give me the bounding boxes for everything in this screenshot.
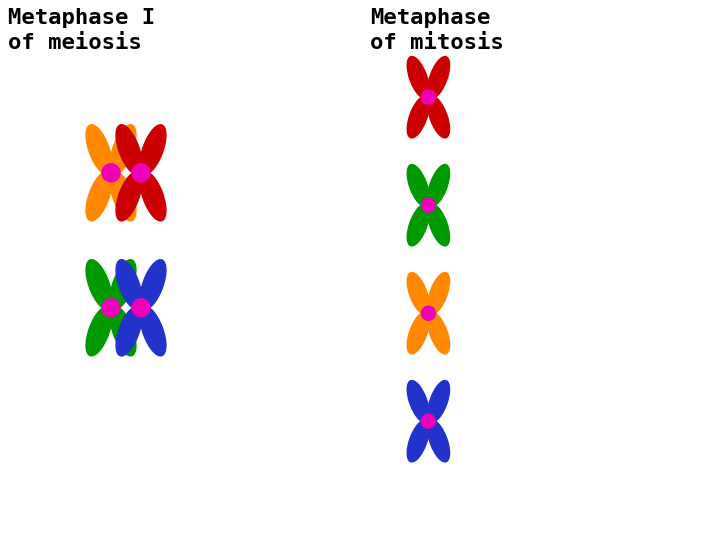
Text: Metaphase
of mitosis: Metaphase of mitosis bbox=[370, 8, 504, 53]
Ellipse shape bbox=[86, 307, 112, 356]
Ellipse shape bbox=[110, 125, 136, 174]
Ellipse shape bbox=[140, 172, 166, 221]
Ellipse shape bbox=[428, 96, 449, 138]
Ellipse shape bbox=[110, 260, 136, 309]
Ellipse shape bbox=[428, 420, 449, 462]
Ellipse shape bbox=[140, 125, 166, 174]
Ellipse shape bbox=[116, 125, 142, 174]
Ellipse shape bbox=[408, 381, 429, 422]
Ellipse shape bbox=[116, 307, 142, 356]
Ellipse shape bbox=[408, 204, 429, 246]
Circle shape bbox=[421, 198, 436, 212]
Circle shape bbox=[421, 90, 436, 104]
Ellipse shape bbox=[86, 125, 112, 174]
Ellipse shape bbox=[408, 57, 429, 98]
Circle shape bbox=[132, 164, 150, 182]
Ellipse shape bbox=[110, 307, 136, 356]
Text: Metaphase I
of meiosis: Metaphase I of meiosis bbox=[8, 8, 155, 53]
Ellipse shape bbox=[428, 165, 449, 206]
Ellipse shape bbox=[140, 307, 166, 356]
Ellipse shape bbox=[408, 96, 429, 138]
Ellipse shape bbox=[428, 381, 449, 422]
Ellipse shape bbox=[408, 420, 429, 462]
Ellipse shape bbox=[408, 312, 429, 354]
Ellipse shape bbox=[408, 273, 429, 314]
Circle shape bbox=[421, 306, 436, 320]
Ellipse shape bbox=[428, 57, 449, 98]
Ellipse shape bbox=[86, 172, 112, 221]
Ellipse shape bbox=[86, 260, 112, 309]
Circle shape bbox=[421, 414, 436, 428]
Ellipse shape bbox=[116, 260, 142, 309]
Circle shape bbox=[102, 299, 120, 317]
Ellipse shape bbox=[110, 172, 136, 221]
Ellipse shape bbox=[428, 204, 449, 246]
Circle shape bbox=[132, 299, 150, 317]
Circle shape bbox=[102, 164, 120, 182]
Ellipse shape bbox=[428, 273, 449, 314]
Ellipse shape bbox=[140, 260, 166, 309]
Ellipse shape bbox=[408, 165, 429, 206]
Ellipse shape bbox=[428, 312, 449, 354]
Ellipse shape bbox=[116, 172, 142, 221]
